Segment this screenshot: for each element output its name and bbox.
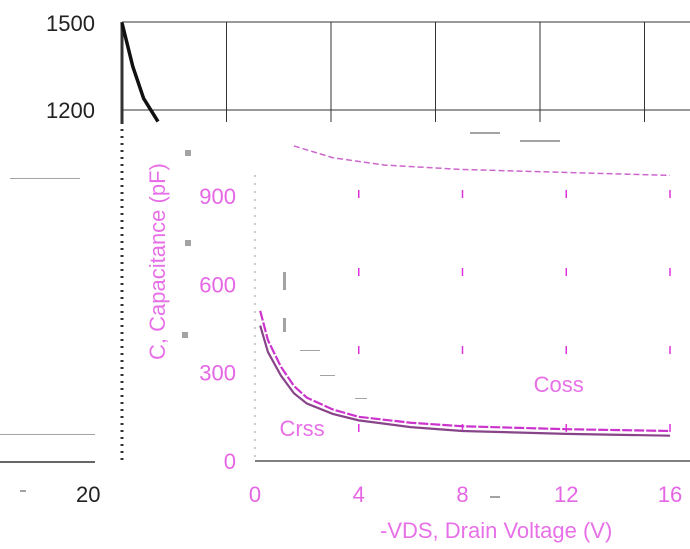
series-line-coss xyxy=(259,310,671,433)
annotation-crss: Crss xyxy=(279,416,324,441)
scan-noise-mark xyxy=(20,490,26,492)
front-x-tick-label: 12 xyxy=(554,482,578,507)
chart-annotations: Coss Crss xyxy=(279,372,583,441)
scan-noise xyxy=(0,132,560,498)
scan-noise-mark xyxy=(182,332,188,338)
back-series-line xyxy=(120,22,160,123)
scan-noise-mark xyxy=(355,398,367,399)
back-y-tick-label: 1200 xyxy=(46,98,95,123)
scan-noise-mark xyxy=(320,375,335,376)
annotation-coss: Coss xyxy=(534,372,584,397)
front-x-tick-label: 8 xyxy=(456,482,468,507)
scan-noise-mark xyxy=(283,272,286,290)
back-x-tick-label: 20 xyxy=(76,482,100,507)
front-x-tick-label: 16 xyxy=(658,482,682,507)
series-line-ciss xyxy=(293,145,671,177)
y-axis-label: C, Capacitance (pF) xyxy=(145,163,170,360)
front-chart-ticks: 0 4 8 12 16 0 300 600 900 xyxy=(199,184,682,507)
front-x-tick-label: 0 xyxy=(249,482,261,507)
back-chart-ticks: 1500 1200 20 xyxy=(46,11,100,507)
front-y-tick-label: 600 xyxy=(199,272,236,297)
back-chart-series xyxy=(120,22,160,123)
series-line-crss xyxy=(259,325,671,437)
scan-noise-mark xyxy=(185,240,191,246)
scan-noise-mark xyxy=(490,496,500,498)
back-chart-grid xyxy=(0,21,690,463)
front-chart-grid xyxy=(254,175,690,462)
scan-noise-mark xyxy=(10,178,80,179)
scan-noise-mark xyxy=(470,132,500,134)
scan-noise-mark xyxy=(283,318,286,332)
scan-noise-mark xyxy=(520,140,560,142)
front-x-tick-label: 4 xyxy=(353,482,365,507)
x-axis-label: -VDS, Drain Voltage (V) xyxy=(380,518,612,543)
scan-noise-mark xyxy=(0,434,95,435)
front-y-tick-label: 900 xyxy=(199,184,236,209)
front-y-tick-label: 0 xyxy=(224,449,236,474)
scan-noise-mark xyxy=(300,350,320,351)
front-y-tick-label: 300 xyxy=(199,361,236,386)
front-chart-series xyxy=(259,145,671,437)
scan-noise-mark xyxy=(185,150,191,156)
back-y-tick-label: 1500 xyxy=(46,11,95,36)
